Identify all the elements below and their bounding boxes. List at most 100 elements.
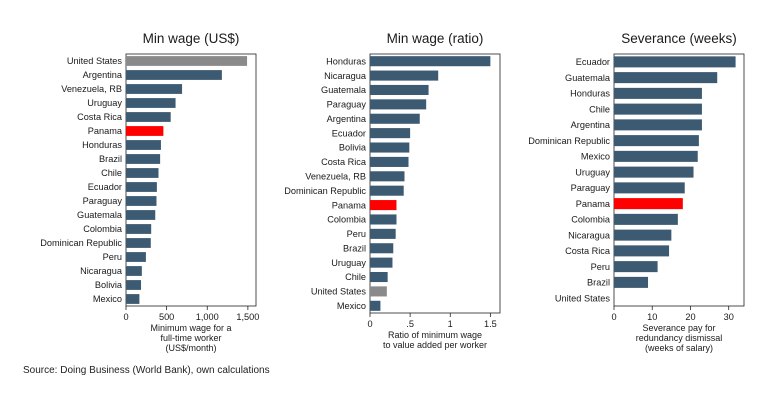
category-label: Argentina [571,120,611,130]
plot-frame [613,53,745,307]
category-label: Honduras [82,140,122,150]
x-axis-label: Ratio of minimum wage [388,330,482,340]
chart-title: Min wage (US$) [143,31,240,46]
x-axis-label: to value added per worker [383,340,487,350]
category-label: United States [555,293,611,303]
category-label: Dominican Republic [528,136,610,146]
chart-panel-2: Min wage (ratio) Honduras Nicaragua Guatema… [284,31,501,350]
bar-costa-rica [614,245,670,257]
bar-ecuador [126,182,157,192]
category-label: Colombia [571,215,611,225]
category-label: Venezuela, RB [305,172,366,182]
bar-nicaragua [614,229,672,241]
bar-panama [126,126,164,136]
category-label: Paraguay [571,183,611,193]
bar-panama [370,200,397,211]
bar-dominican-republic [370,185,404,196]
bar-chile [614,103,702,115]
category-label: United States [311,287,367,297]
category-label: Colombia [83,224,123,234]
category-label: Brazil [99,154,122,164]
category-label: Costa Rica [77,112,123,122]
bar-ecuador [370,128,411,139]
bar-argentina [614,119,702,131]
category-label: Nicaragua [324,71,367,81]
category-label: Chile [101,168,122,178]
bar-panama [614,198,683,210]
x-tick-label: 10 [647,312,657,322]
category-label: Paraguay [83,196,123,206]
bar-colombia [370,214,397,225]
bar-venezuela-rb [370,171,405,182]
category-label: Guatemala [77,210,123,220]
bar-brazil [126,154,161,164]
category-label: Nicaragua [80,266,123,276]
category-label: Costa Rica [321,157,367,167]
bar-nicaragua [370,70,439,81]
category-label: Argentina [83,70,123,80]
bar-uruguay [614,166,694,178]
category-label: Ecuador [88,182,122,192]
category-label: Paraguay [327,100,367,110]
x-axis-label: full-time worker [160,333,221,343]
bar-paraguay [614,182,685,194]
category-label: Guatemala [321,85,367,95]
category-label: Peru [347,229,366,239]
category-label: Mexico [337,301,366,311]
x-tick-label: .5 [406,319,414,329]
bar-peru [370,228,396,239]
category-label: Guatemala [565,73,611,83]
bar-dominican-republic [614,135,699,147]
bar-united-states [370,286,387,297]
chart-panel-3: Severance (weeks) Ecuador Guatemala Hondura… [528,31,745,353]
chart-panel-1: Min wage (US$) United States Argentina Vene… [40,31,259,353]
bar-mexico [614,150,698,162]
category-label: Panama [576,199,611,209]
x-tick-label: 1 [448,319,453,329]
category-label: Peru [591,262,610,272]
bar-chile [126,168,159,178]
category-label: Dominican Republic [40,238,122,248]
bar-brazil [370,243,394,254]
bar-chile [370,271,388,283]
category-label: Colombia [327,215,367,225]
category-label: Venezuela, RB [61,84,122,94]
x-tick-label: 20 [685,312,695,322]
bar-paraguay [126,196,157,206]
bar-guatemala [126,210,156,220]
x-axis-label: (weeks of salary) [645,343,713,353]
category-label: Mexico [581,152,610,162]
chart-title: Min wage (ratio) [387,31,484,46]
bar-costa-rica [126,112,171,122]
category-label: United States [67,56,123,66]
bar-colombia [126,224,152,234]
x-tick-label: 0 [123,312,128,322]
bar-peru [126,252,146,262]
category-label: Honduras [570,89,610,99]
bar-guatemala [614,72,718,84]
category-label: Mexico [93,294,122,304]
category-label: Brazil [587,278,610,288]
category-label: Bolivia [95,280,123,290]
category-label: Ecuador [576,57,610,67]
bar-mexico [126,294,140,304]
bar-paraguay [370,99,427,110]
bar-costa-rica [370,156,409,167]
category-label: Argentina [327,114,367,124]
category-label: Peru [103,252,122,262]
x-axis-label: redundancy dismissal [636,333,723,343]
category-label: Ecuador [332,128,366,138]
source-note: Source: Doing Business (World Bank), own… [23,365,270,376]
bar-ecuador [614,56,736,68]
bar-united-states [126,56,248,66]
category-label: Bolivia [339,143,367,153]
x-tick-label: 0 [611,312,616,322]
bar-peru [614,261,658,273]
category-label: Dominican Republic [284,186,366,196]
category-label: Panama [332,200,367,210]
x-tick-label: 1,500 [236,312,259,322]
category-label: Nicaragua [568,230,611,240]
category-label: Honduras [326,56,366,66]
plot-frame [369,53,501,314]
